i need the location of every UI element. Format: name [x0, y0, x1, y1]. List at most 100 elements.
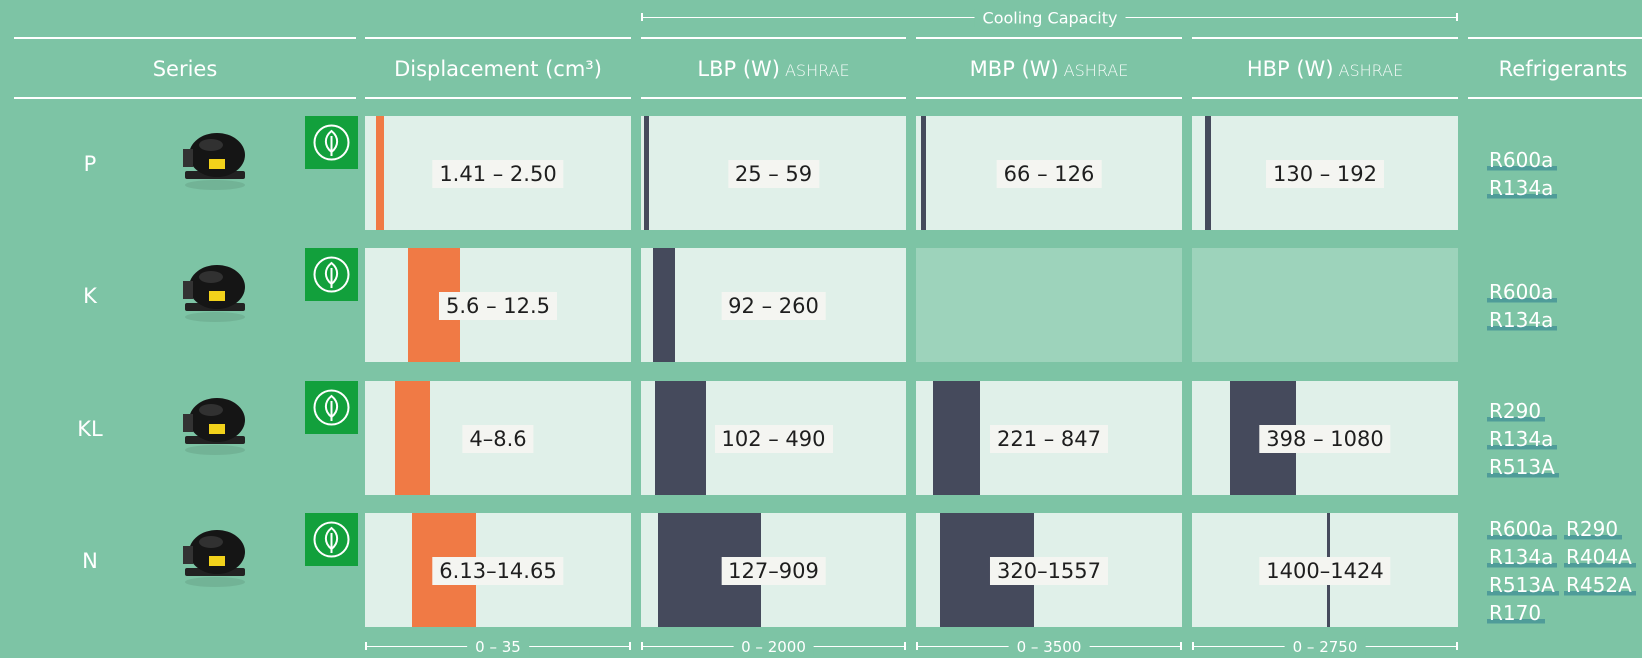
- terminal: [183, 546, 193, 564]
- label-sticker: [209, 556, 225, 566]
- body: [189, 133, 245, 177]
- range-label: 5.6 – 12.5: [439, 292, 557, 320]
- range-label: 6.13–14.65: [432, 557, 563, 585]
- label-sticker: [209, 159, 225, 169]
- tick: [1180, 642, 1182, 650]
- refrigerant: R134a: [1487, 175, 1557, 203]
- refrigerant-name: R134a: [1487, 308, 1557, 332]
- refrigerant-column: R600a R134a: [1487, 279, 1557, 335]
- column-header-main: HBP (W): [1247, 57, 1334, 81]
- header-rule: [1468, 37, 1642, 39]
- range-label: 127–909: [721, 557, 826, 585]
- header-rule: [1192, 97, 1458, 99]
- header-rule: [365, 37, 631, 39]
- highlight: [199, 271, 223, 283]
- label-sticker: [209, 424, 225, 434]
- shadow: [185, 312, 245, 322]
- header-rule: [1468, 97, 1642, 99]
- shadow: [185, 577, 245, 587]
- refrigerant-name: R290: [1487, 399, 1545, 423]
- compressor: [175, 384, 255, 468]
- range-bar: [921, 116, 926, 230]
- highlight: [199, 139, 223, 151]
- range-label: 1.41 – 2.50: [432, 160, 563, 188]
- tick: [916, 642, 918, 650]
- body: [189, 398, 245, 442]
- terminal: [183, 281, 193, 299]
- column-header-sub: ASHRAE: [1064, 61, 1129, 80]
- eco-badge: [305, 248, 358, 305]
- refrigerant: R600a: [1487, 516, 1559, 544]
- column-header-sub: ASHRAE: [1339, 61, 1404, 80]
- header-rule: [641, 37, 906, 39]
- compressor: [175, 251, 255, 335]
- column-header: LBP (W)ASHRAE: [697, 57, 849, 81]
- refrigerant: R290: [1564, 516, 1636, 544]
- eco-icon: [305, 381, 358, 434]
- refrigerant: R513A: [1487, 454, 1559, 482]
- range-cell: [1192, 248, 1458, 362]
- label-sticker: [209, 291, 225, 301]
- highlight: [199, 404, 223, 416]
- header-rule: [1192, 37, 1458, 39]
- tick: [1456, 13, 1458, 21]
- range-label: 398 – 1080: [1259, 425, 1390, 453]
- refrigerant: R404A: [1564, 544, 1636, 572]
- scale-label: 0 – 2000: [733, 638, 814, 656]
- range-label: 320–1557: [990, 557, 1108, 585]
- eco-icon: [305, 248, 358, 301]
- compressor-image: [175, 251, 255, 331]
- refrigerant: R513A: [1487, 572, 1559, 600]
- compressor-image: [175, 516, 255, 596]
- refrigerant: R170: [1487, 600, 1559, 628]
- refrigerant-name: R404A: [1564, 545, 1636, 569]
- header-rule: [916, 37, 1182, 39]
- shadow: [185, 445, 245, 455]
- refrigerant-name: R600a: [1487, 517, 1557, 541]
- refrigerant-name: R452A: [1564, 573, 1636, 597]
- highlight: [199, 536, 223, 548]
- compressor-image: [175, 384, 255, 464]
- refrigerant: R452A: [1564, 572, 1636, 600]
- refrigerant-name: R600a: [1487, 280, 1557, 304]
- column-header-main: LBP (W): [697, 57, 780, 81]
- range-label: 221 – 847: [990, 425, 1108, 453]
- tick: [629, 642, 631, 650]
- compressor: [175, 119, 255, 203]
- refrigerant-name: R513A: [1487, 573, 1559, 597]
- refrigerant-name: R134a: [1487, 176, 1557, 200]
- column-header: HBP (W) ASHRAE: [1247, 57, 1403, 81]
- eco-badge: [305, 381, 358, 438]
- refrigerant-name: R134a: [1487, 545, 1557, 569]
- eco-icon: [305, 513, 358, 566]
- range-label: 130 – 192: [1266, 160, 1384, 188]
- refrigerant: R290: [1487, 398, 1559, 426]
- scale-label: 0 – 2750: [1285, 638, 1366, 656]
- terminal: [183, 149, 193, 167]
- series-name: N: [82, 549, 98, 573]
- tick: [1456, 642, 1458, 650]
- range-bar: [376, 116, 384, 230]
- header-rule: [641, 97, 906, 99]
- eco-icon: [305, 116, 358, 169]
- header-rule: [14, 97, 356, 99]
- range-bar: [933, 381, 981, 495]
- range-bar: [1205, 116, 1211, 230]
- range-label: 92 – 260: [721, 292, 826, 320]
- eco-badge: [305, 116, 358, 173]
- refrigerant-column: R290 R404A R452A: [1564, 516, 1636, 600]
- header-rule: [916, 97, 1182, 99]
- series-name: P: [84, 152, 97, 176]
- range-bar: [395, 381, 430, 495]
- refrigerant-column: R600a R134a R513A R170: [1487, 516, 1559, 628]
- tick: [641, 642, 643, 650]
- scale-label: 0 – 3500: [1009, 638, 1090, 656]
- refrigerant-name: R290: [1564, 517, 1622, 541]
- range-bar: [653, 248, 675, 362]
- column-header: Refrigerants: [1499, 57, 1628, 81]
- refrigerant-column: R600aR134a: [1487, 147, 1557, 203]
- body: [189, 265, 245, 309]
- column-header-main: MBP (W): [970, 57, 1059, 81]
- range-label: 102 – 490: [714, 425, 832, 453]
